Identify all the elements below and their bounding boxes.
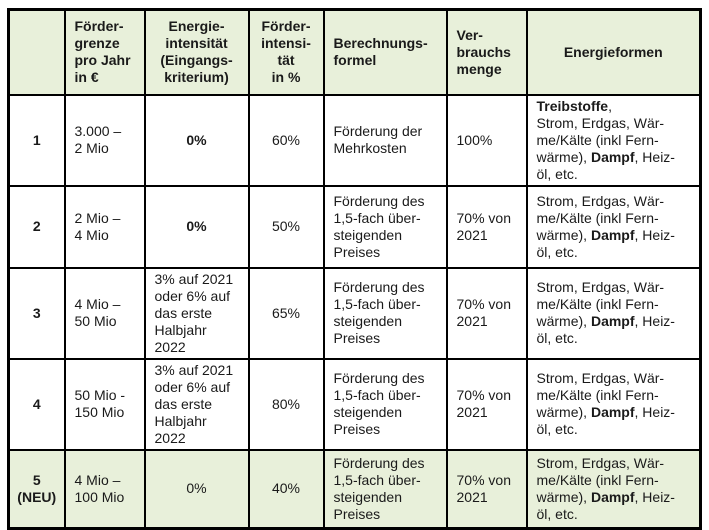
berechnungsformel-cell: Förderung der Mehrkosten (322, 93, 448, 187)
berechnungsformel-cell: Förderung des 1,5-fach über- steigenden … (322, 357, 448, 451)
header-cell-energieformen: Energieformen (525, 8, 702, 96)
header-cell-verbrauchsmenge: Ver- brauchs menge (445, 8, 528, 96)
text-segment: Dampf (590, 313, 635, 329)
text-segment: Dampf (590, 148, 635, 165)
table-row-5-neu: 5 (NEU) 4 Mio – 100 Mio 0% 40% Förderung… (7, 448, 702, 530)
header-cell-row-number (7, 8, 66, 96)
text-segment: , Heiz- öl, etc. (536, 226, 675, 260)
foerdergrenze-cell: 3.000 – 2 Mio (63, 93, 146, 187)
foerderintensitaet-cell: 80% (247, 357, 325, 451)
table-row-2: 2 2 Mio – 4 Mio 0% 50% Förderung des 1,5… (7, 184, 702, 269)
energieintensitaet-cell: 3% auf 2021 oder 6% auf das erste Halbja… (143, 266, 250, 360)
table-row-1: 1 3.000 – 2 Mio 0% 60% Förderung der Meh… (7, 93, 702, 187)
text-segment: Treibstoffe (536, 97, 609, 114)
verbrauchsmenge-cell: 70% von 2021 (445, 266, 528, 360)
text-segment: Dampf (590, 404, 635, 420)
text-segment: Strom, Erdgas, Wär- me/Kälte (inkl Fern-… (536, 454, 665, 505)
berechnungsformel-cell: Förderung des 1,5-fach über- steigenden … (322, 448, 448, 530)
text-segment: , Strom, Erdgas, Wär- me/Kälte (inkl Fer… (536, 97, 665, 165)
header-cell-energieintensitaet: Energie- intensität (Eingangs- kriterium… (143, 8, 250, 96)
text-segment: Dampf (590, 488, 635, 505)
foerderintensitaet-cell: 60% (247, 93, 325, 187)
verbrauchsmenge-cell: 70% von 2021 (445, 357, 528, 451)
foerderintensitaet-cell: 50% (247, 184, 325, 269)
header-row: Förder- grenze pro Jahr in € Energie- in… (7, 8, 702, 96)
energieintensitaet-cell: 0% (143, 93, 250, 187)
verbrauchsmenge-cell: 70% von 2021 (445, 448, 528, 530)
header-cell-berechnungsformel: Berechnungs- formel (322, 8, 448, 96)
energieformen-cell: Strom, Erdgas, Wär- me/Kälte (inkl Fern-… (525, 357, 702, 451)
text-segment: Strom, Erdgas, Wär- me/Kälte (inkl Fern-… (536, 279, 665, 329)
verbrauchsmenge-cell: 70% von 2021 (445, 184, 528, 269)
energieformen-cell: Strom, Erdgas, Wär- me/Kälte (inkl Fern-… (525, 266, 702, 360)
text-segment: Strom, Erdgas, Wär- me/Kälte (inkl Fern-… (536, 192, 665, 243)
text-segment: , Heiz- öl, etc. (536, 488, 675, 522)
energieintensitaet-cell: 0% (143, 184, 250, 269)
energieformen-cell: Treibstoffe, Strom, Erdgas, Wär- me/Kält… (525, 93, 702, 187)
table-row-3: 3 4 Mio – 50 Mio 3% auf 2021 oder 6% auf… (7, 266, 702, 360)
text-segment: Strom, Erdgas, Wär- me/Kälte (inkl Fern-… (536, 370, 665, 420)
energieformen-cell: Strom, Erdgas, Wär- me/Kälte (inkl Fern-… (525, 184, 702, 269)
foerderintensitaet-cell: 65% (247, 266, 325, 360)
subsidy-table: Förder- grenze pro Jahr in € Energie- in… (7, 8, 702, 530)
foerdergrenze-cell: 4 Mio – 50 Mio (63, 266, 146, 360)
header-cell-foerdergrenze: Förder- grenze pro Jahr in € (63, 8, 146, 96)
berechnungsformel-cell: Förderung des 1,5-fach über- steigenden … (322, 266, 448, 360)
verbrauchsmenge-cell: 100% (445, 93, 528, 187)
table-row-4: 4 50 Mio - 150 Mio 3% auf 2021 oder 6% a… (7, 357, 702, 451)
energieformen-cell: Strom, Erdgas, Wär- me/Kälte (inkl Fern-… (525, 448, 702, 530)
row-number-cell: 3 (7, 266, 66, 360)
text-segment: Dampf (590, 226, 635, 243)
row-number-cell: 1 (7, 93, 66, 187)
row-number-cell: 4 (7, 357, 66, 451)
berechnungsformel-cell: Förderung des 1,5-fach über- steigenden … (322, 184, 448, 269)
foerdergrenze-cell: 4 Mio – 100 Mio (63, 448, 146, 530)
row-number-cell: 2 (7, 184, 66, 269)
foerdergrenze-cell: 50 Mio - 150 Mio (63, 357, 146, 451)
text-segment: , Heiz- öl, etc. (536, 148, 675, 182)
foerdergrenze-cell: 2 Mio – 4 Mio (63, 184, 146, 269)
header-cell-foerderintensitaet: Förder- intensi- tät in % (247, 8, 325, 96)
text-segment: , Heiz- öl, etc. (536, 404, 675, 437)
text-segment: , Heiz- öl, etc. (536, 313, 675, 346)
foerderintensitaet-cell: 40% (247, 448, 325, 530)
energieintensitaet-cell: 3% auf 2021 oder 6% auf das erste Halbja… (143, 357, 250, 451)
energieintensitaet-cell: 0% (143, 448, 250, 530)
row-number-cell: 5 (NEU) (7, 448, 66, 530)
